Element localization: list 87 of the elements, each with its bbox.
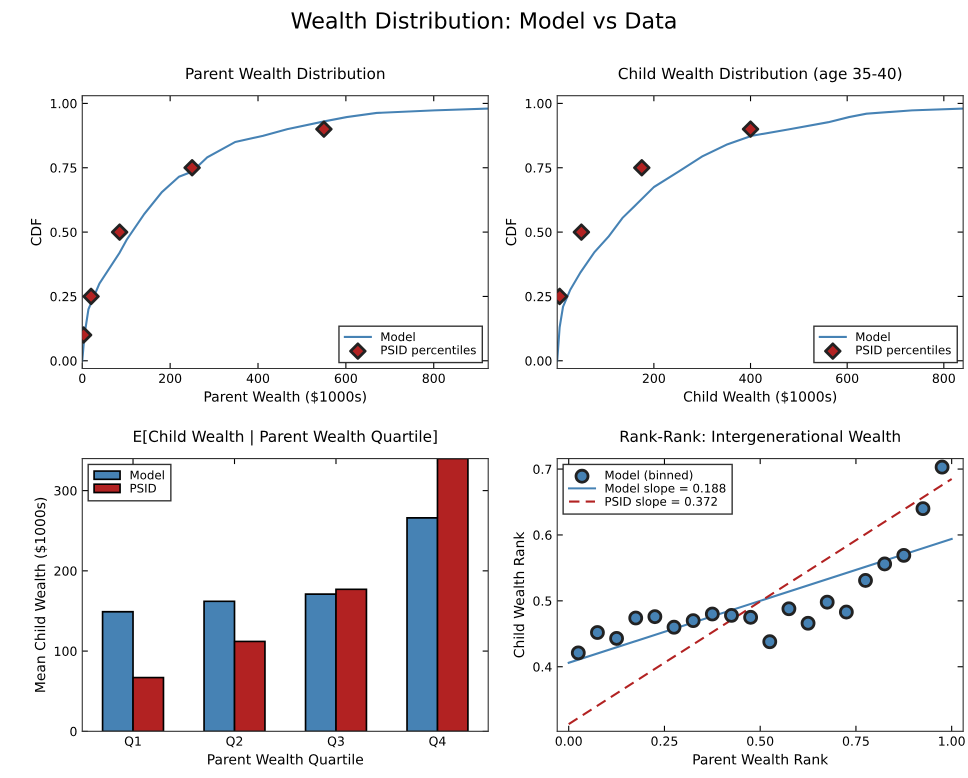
point [877,556,892,572]
x-tick-label: 0.50 [747,736,774,746]
x-axis-title: Child Wealth ($1000s) [684,391,836,404]
legend-label: PSID percentiles [856,345,951,357]
y-tick-label: 0.75 [525,163,552,173]
point [934,460,950,474]
y-tick-label: 0.00 [525,356,552,366]
legend-label: Model slope = 0.188 [606,484,726,495]
y-tick-label: 0.00 [50,356,77,366]
point [686,613,701,628]
point [858,573,873,588]
x-tick-label: 600 [334,374,357,384]
x-tick-label: 800 [932,374,955,384]
point [782,601,796,616]
y-tick-label: 200 [54,566,77,576]
x-tick-label: 600 [836,374,858,384]
x-tick-label: Q2 [226,736,242,748]
point [590,625,605,640]
chart-title: Parent Wealth Distribution [186,67,384,80]
point [896,548,912,563]
x-tick-label: Q3 [328,736,344,748]
point [315,120,333,138]
y-axis-title: CDF [30,218,42,246]
chart-title: Child Wealth Distribution (age 35-40) [618,67,902,82]
point [800,616,816,631]
point [628,610,644,626]
y-tick-label: 1.00 [50,98,77,108]
x-tick-label: 0.00 [556,736,582,746]
point [570,646,586,660]
point [820,594,835,610]
legend-label: Model [856,332,890,342]
point [633,159,650,176]
point [666,620,682,635]
y-tick-label: 0.75 [50,163,76,173]
legend-label: PSID slope = 0.372 [606,496,717,508]
y-tick-label: 1.00 [526,98,552,108]
x-tick-label: 800 [422,374,445,384]
x-tick-label: Q1 [124,736,141,748]
x-tick-label: 400 [739,374,762,384]
x-tick-label: 0.75 [842,736,869,746]
x-tick-label: Q4 [429,736,446,748]
point [724,608,739,623]
point [743,610,758,625]
line-series [82,108,488,362]
legend-label: PSID percentiles [381,345,476,357]
y-tick-label: 0.50 [525,228,552,238]
legend-label: Model (binned) [606,470,692,481]
point [838,604,854,620]
point [742,120,760,138]
x-axis-title: Parent Wealth Quartile [208,754,364,766]
point [704,606,720,622]
y-tick-label: 0.25 [525,292,552,302]
point [110,223,128,241]
point [609,631,624,646]
line-series [557,108,964,362]
legend-label: Model [381,332,415,342]
y-tick-label: 0 [70,726,77,736]
x-tick-label: 0 [79,374,86,384]
y-tick-label: 0.25 [50,292,76,302]
y-axis-title: CDF [506,218,516,246]
x-tick-label: 200 [159,374,182,384]
y-axis-title: Mean Child Wealth ($1000s) [34,498,48,692]
text: Wealth Distribution: Model vs Data [291,12,676,29]
chart-title: E[Child Wealth | Parent Wealth Quartile] [134,430,437,446]
y-tick-label: 0.5 [533,596,552,606]
y-axis-title: Child Wealth Rank [513,532,524,658]
x-tick-label: 200 [642,374,665,384]
point [647,609,662,624]
y-tick-label: 300 [54,486,77,496]
y-tick-label: 0.7 [533,464,552,474]
x-tick-label: 0.25 [651,736,678,746]
y-tick-label: 100 [54,646,77,656]
point [916,501,930,516]
point [183,159,201,176]
legend-label: Model [130,470,164,480]
y-tick-label: 0.4 [533,662,552,672]
x-tick-label: 400 [246,374,270,384]
point [572,223,590,241]
y-tick-label: 0.50 [50,228,77,238]
y-tick-label: 0.6 [533,530,552,540]
chart-title: Rank-Rank: Intergenerational Wealth [620,430,900,446]
point [762,634,778,650]
x-axis-title: Parent Wealth Rank [694,754,828,765]
x-axis-title: Parent Wealth ($1000s) [204,391,366,404]
legend-label: PSID [130,484,156,493]
x-tick-label: 1.00 [939,736,965,746]
point [82,288,100,306]
